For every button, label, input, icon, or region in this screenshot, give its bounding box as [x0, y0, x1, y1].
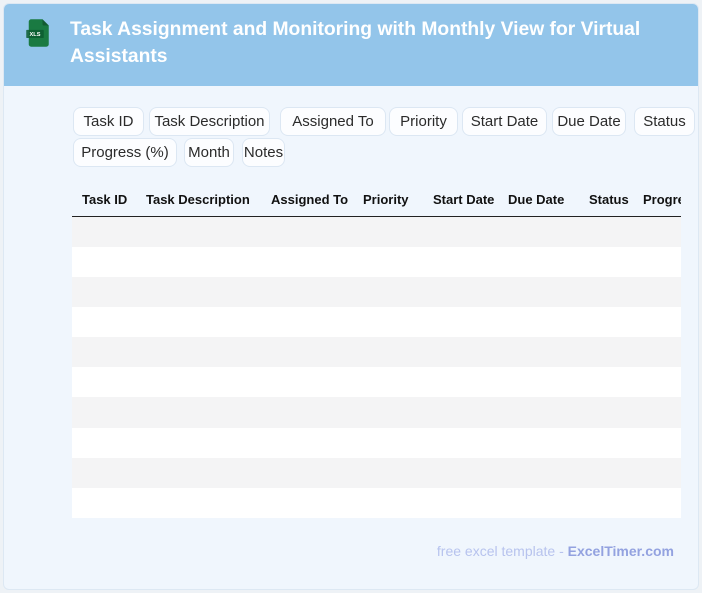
svg-text:XLS: XLS: [30, 32, 41, 38]
